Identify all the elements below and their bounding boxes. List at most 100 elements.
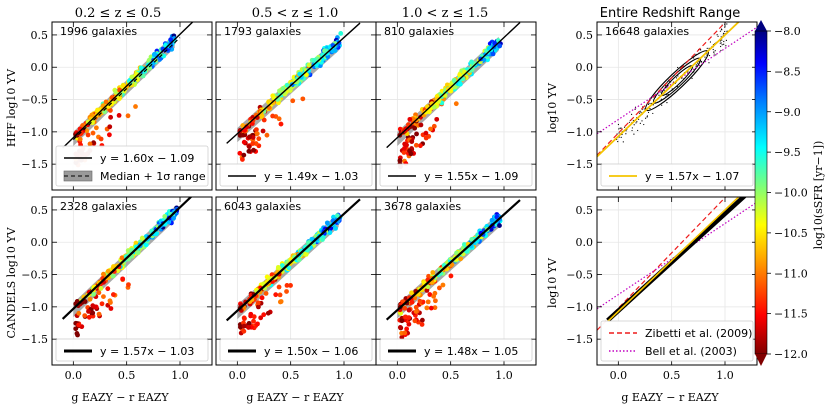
- data-point-6-254: [406, 315, 412, 320]
- data-point-5-109: [241, 315, 247, 321]
- median-line-0: [72, 37, 181, 141]
- data-point-1-184: [241, 152, 247, 158]
- outlier-dot-87: [726, 23, 728, 25]
- data-point-1-257: [332, 48, 338, 53]
- data-point-4-218: [86, 308, 91, 314]
- data-point-2-4: [414, 131, 419, 137]
- legend-box-3: [600, 163, 754, 187]
- data-point-4-46: [126, 282, 131, 288]
- data-point-6-203: [419, 322, 425, 327]
- outlier-dot-74: [700, 61, 703, 63]
- xtick-label-5-1: 0.5: [282, 369, 300, 382]
- data-point-1-258: [251, 147, 256, 153]
- data-point-2-230: [408, 151, 414, 157]
- data-point-1-259: [247, 134, 252, 140]
- ytick-label-7-2: −0.5: [566, 269, 593, 282]
- data-point-2-133: [417, 143, 423, 149]
- data-point-0-224: [106, 132, 112, 138]
- data-point-2-256: [490, 51, 496, 57]
- data-point-0-237: [135, 77, 140, 83]
- data-point-4-90: [90, 310, 96, 316]
- ytick-label-7-4: −1.5: [566, 333, 593, 346]
- xtick-label-6-0: 0.0: [389, 369, 407, 382]
- combined-fit-line: [597, 22, 740, 158]
- outlier-dot-38: [641, 120, 643, 122]
- data-point-2-243: [451, 77, 457, 83]
- panel-frame-2: [375, 21, 537, 191]
- data-point-1-252: [311, 57, 317, 63]
- ytick-label-7-3: −1.0: [566, 301, 593, 314]
- outlier-dot-147: [646, 115, 648, 117]
- outlier-dot-72: [713, 51, 715, 53]
- data-point-2-257: [407, 116, 413, 122]
- ytick-label-0-2: −0.5: [21, 94, 48, 107]
- panel-r1-c1: 0.0 0.5 1.0 6043 galaxies y = 1.50x − 1.06: [215, 196, 377, 382]
- ytick-label-3-2: −0.5: [566, 94, 593, 107]
- column-title-2: 1.0 < z ≤ 1.5: [402, 6, 489, 21]
- data-point-6-137: [428, 305, 434, 311]
- outlier-dot-145: [693, 57, 695, 59]
- ytick-label-3-4: −1.5: [566, 158, 593, 171]
- data-point-2-251: [404, 142, 409, 148]
- outlier-dot-128: [652, 112, 654, 115]
- outlier-dot-93: [695, 53, 697, 55]
- data-point-4-233: [119, 255, 125, 261]
- outlier-dot-106: [706, 54, 708, 57]
- xtick-label-6-1: 0.5: [442, 369, 460, 382]
- ytick-label-3-0: 0.5: [576, 29, 594, 42]
- panel-r0-c0: 0.5 0.0 −0.5 −1.0 −1.5 1996 galaxies y = 1.60x…: [21, 21, 213, 191]
- data-point-4-111: [96, 311, 102, 317]
- outlier-dot-175: [636, 121, 638, 123]
- outlier-dot-140: [700, 49, 702, 51]
- outlier-dot-19: [698, 52, 700, 54]
- data-point-6-133: [424, 288, 430, 293]
- data-point-4-38: [86, 314, 92, 320]
- data-point-5-245: [320, 237, 325, 242]
- data-point-5-24: [251, 318, 256, 324]
- colorbar-top-arrow: [755, 20, 767, 31]
- outlier-dot-8: [660, 91, 662, 93]
- data-point-2-186: [413, 142, 419, 148]
- galaxy-count-5: 6043 galaxies: [224, 200, 301, 213]
- data-point-6-153: [397, 325, 403, 330]
- data-point-4-178: [76, 322, 81, 328]
- outlier-dot-48: [622, 141, 624, 143]
- data-point-2-240: [457, 81, 463, 87]
- data-point-5-238: [284, 289, 289, 294]
- data-point-2-211: [423, 130, 429, 136]
- data-point-6-233: [469, 237, 475, 242]
- data-point-1-240: [246, 144, 252, 150]
- data-point-1-74: [276, 116, 282, 122]
- outlier-dot-1: [660, 98, 662, 100]
- data-point-4-254: [171, 215, 177, 221]
- data-point-2-161: [409, 139, 415, 144]
- colorbar-tick-label-8: −12.0: [774, 348, 808, 361]
- data-point-2-51: [401, 150, 407, 155]
- xtick-label-6-2: 1.0: [495, 369, 513, 382]
- outlier-dot-173: [630, 113, 633, 115]
- data-point-4-50: [96, 290, 102, 296]
- outlier-dot-132: [717, 35, 719, 37]
- data-point-6-236: [406, 307, 412, 313]
- data-point-1-244: [306, 62, 312, 68]
- panel-r1-c3: 0.0 0.5 1.0 0.5 0.0 −0.5 −1.0 −1.5 Zibetti et al…: [566, 196, 758, 382]
- ylabel-combined-top: log10 ΥV: [546, 82, 559, 133]
- outlier-dot-123: [631, 129, 633, 132]
- data-point-0-8: [116, 112, 122, 118]
- reference-line-bottom-0: [597, 197, 727, 331]
- outlier-dot-98: [721, 39, 723, 41]
- xlabel-col0: g EAZY − r EAZY: [71, 391, 169, 404]
- data-point-5-242: [265, 310, 271, 316]
- data-point-5-229: [303, 251, 309, 257]
- reference-line-top-1: [597, 26, 757, 135]
- data-point-6-158: [461, 242, 467, 247]
- data-point-0-112: [93, 125, 99, 131]
- legend-label-5-0: y = 1.50x − 1.06: [264, 345, 358, 358]
- outlier-dot-91: [639, 110, 641, 112]
- outlier-dot-127: [654, 96, 656, 98]
- ytick-label-0-4: −1.5: [21, 158, 48, 171]
- data-point-5-255: [255, 300, 261, 306]
- outlier-dot-20: [661, 104, 663, 106]
- data-point-6-256: [458, 256, 464, 262]
- data-point-0-245: [168, 37, 174, 43]
